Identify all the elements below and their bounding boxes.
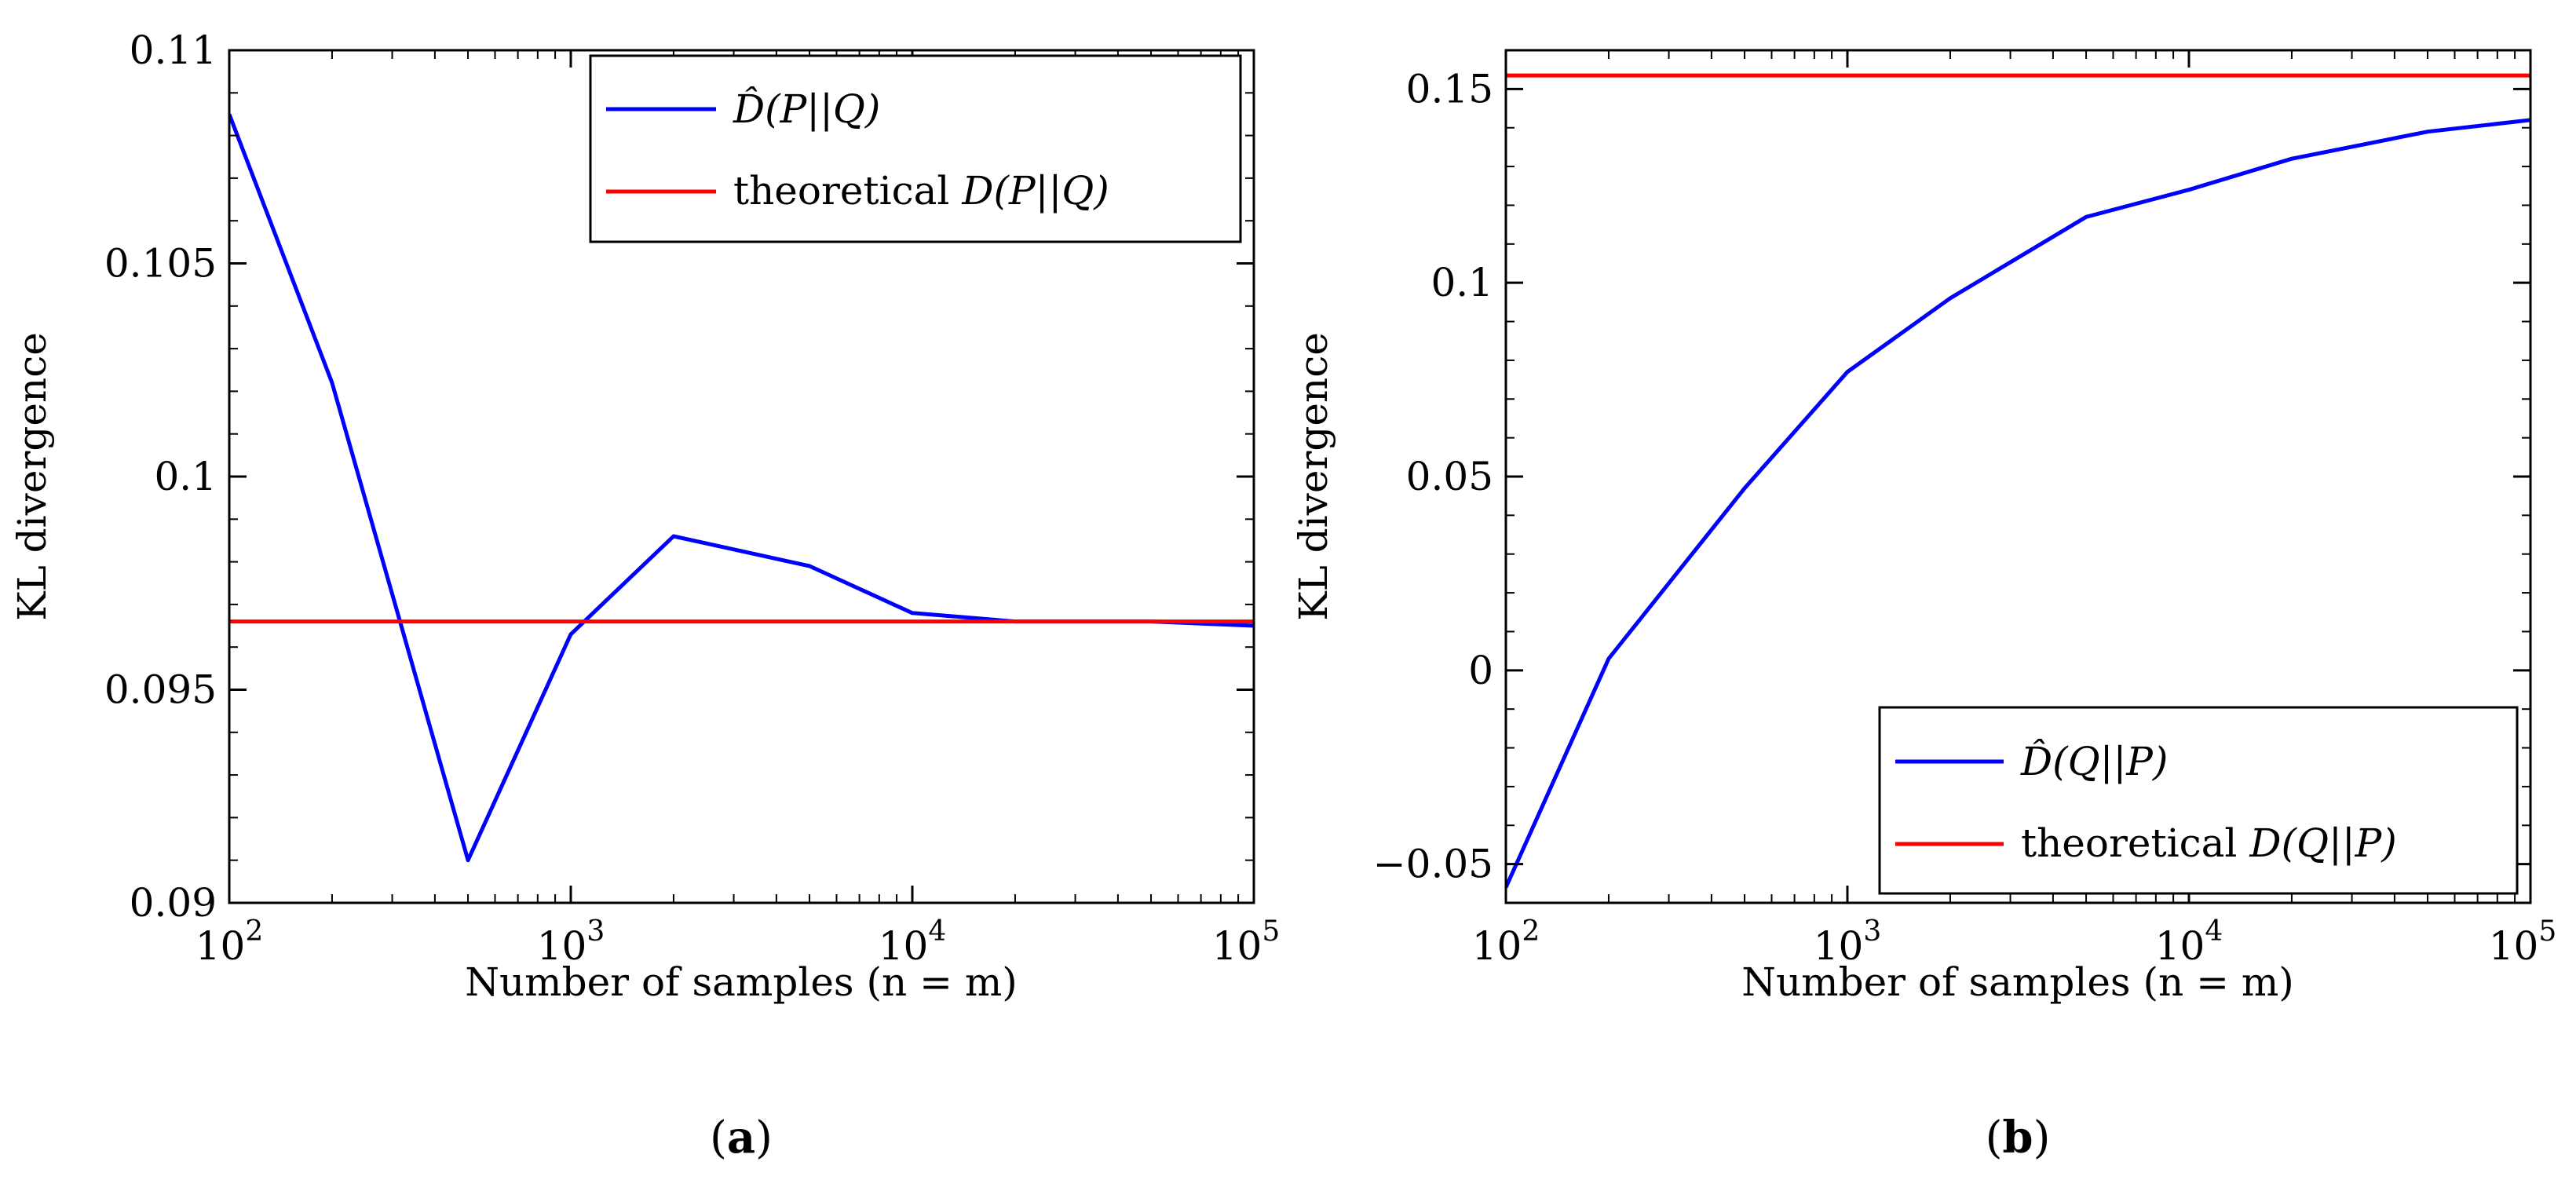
- legend-box: [1878, 706, 2519, 895]
- y-tick-label: 0.1: [154, 454, 217, 499]
- x-tick-label: 104: [2155, 915, 2223, 969]
- x-tick-label: 105: [1212, 915, 1281, 969]
- legend-label-theoretical: theoretical D(P||Q): [733, 168, 1109, 214]
- y-tick-label: 0.105: [104, 241, 217, 287]
- plot-frame-b: [1504, 49, 2532, 904]
- y-tick-label: 0.05: [1406, 454, 1493, 499]
- y-tick-label: 0.15: [1406, 66, 1493, 111]
- y-tick-label: 0.095: [104, 667, 217, 713]
- plot-area-b: [1504, 49, 2532, 904]
- x-tick-label: 102: [195, 915, 264, 969]
- legend-b: D̂(Q||P) theoretical D(Q||P): [1878, 706, 2519, 895]
- x-axis-label: Number of samples (n = m): [465, 959, 1018, 1005]
- x-tick-label: 102: [1472, 915, 1540, 969]
- legend-box: [589, 54, 1242, 243]
- y-tick-label: −0.05: [1373, 842, 1493, 887]
- x-axis-label: Number of samples (n = m): [1741, 959, 2294, 1005]
- y-axis-label: KL divergence: [9, 332, 55, 621]
- legend-label-theoretical: theoretical D(Q||P): [2021, 820, 2397, 866]
- y-tick-label: 0.11: [130, 27, 217, 73]
- y-tick-label: 0: [1468, 648, 1493, 693]
- y-axis-label: KL divergence: [1291, 332, 1336, 621]
- legend-a: D̂(P||Q) theoretical D(P||Q): [589, 54, 1242, 243]
- x-tick-label: 104: [879, 915, 947, 969]
- legend-label-estimate: D̂(Q||P): [2020, 738, 2168, 784]
- y-tick-label: 0.09: [130, 880, 217, 926]
- chart-panel-b: −0.05 0 0.05 0.1 0.15 102 103 104 105 Nu…: [1291, 49, 2557, 1164]
- y-tick-label: 0.1: [1431, 260, 1493, 305]
- panel-label-a: (a): [710, 1112, 773, 1164]
- x-tick-label: 103: [537, 915, 605, 969]
- x-tick-label: 105: [2489, 915, 2557, 969]
- series-line-estimate: [1506, 118, 2530, 889]
- panel-label-b: (b): [1986, 1112, 2051, 1164]
- x-tick-label: 103: [1814, 915, 1882, 969]
- chart-panel-a: 0.09 0.095 0.1 0.105 0.11 102 103 104 10…: [9, 27, 1280, 1164]
- legend-label-estimate: D̂(P||Q): [733, 86, 880, 132]
- plot-frame-a: [228, 49, 1255, 904]
